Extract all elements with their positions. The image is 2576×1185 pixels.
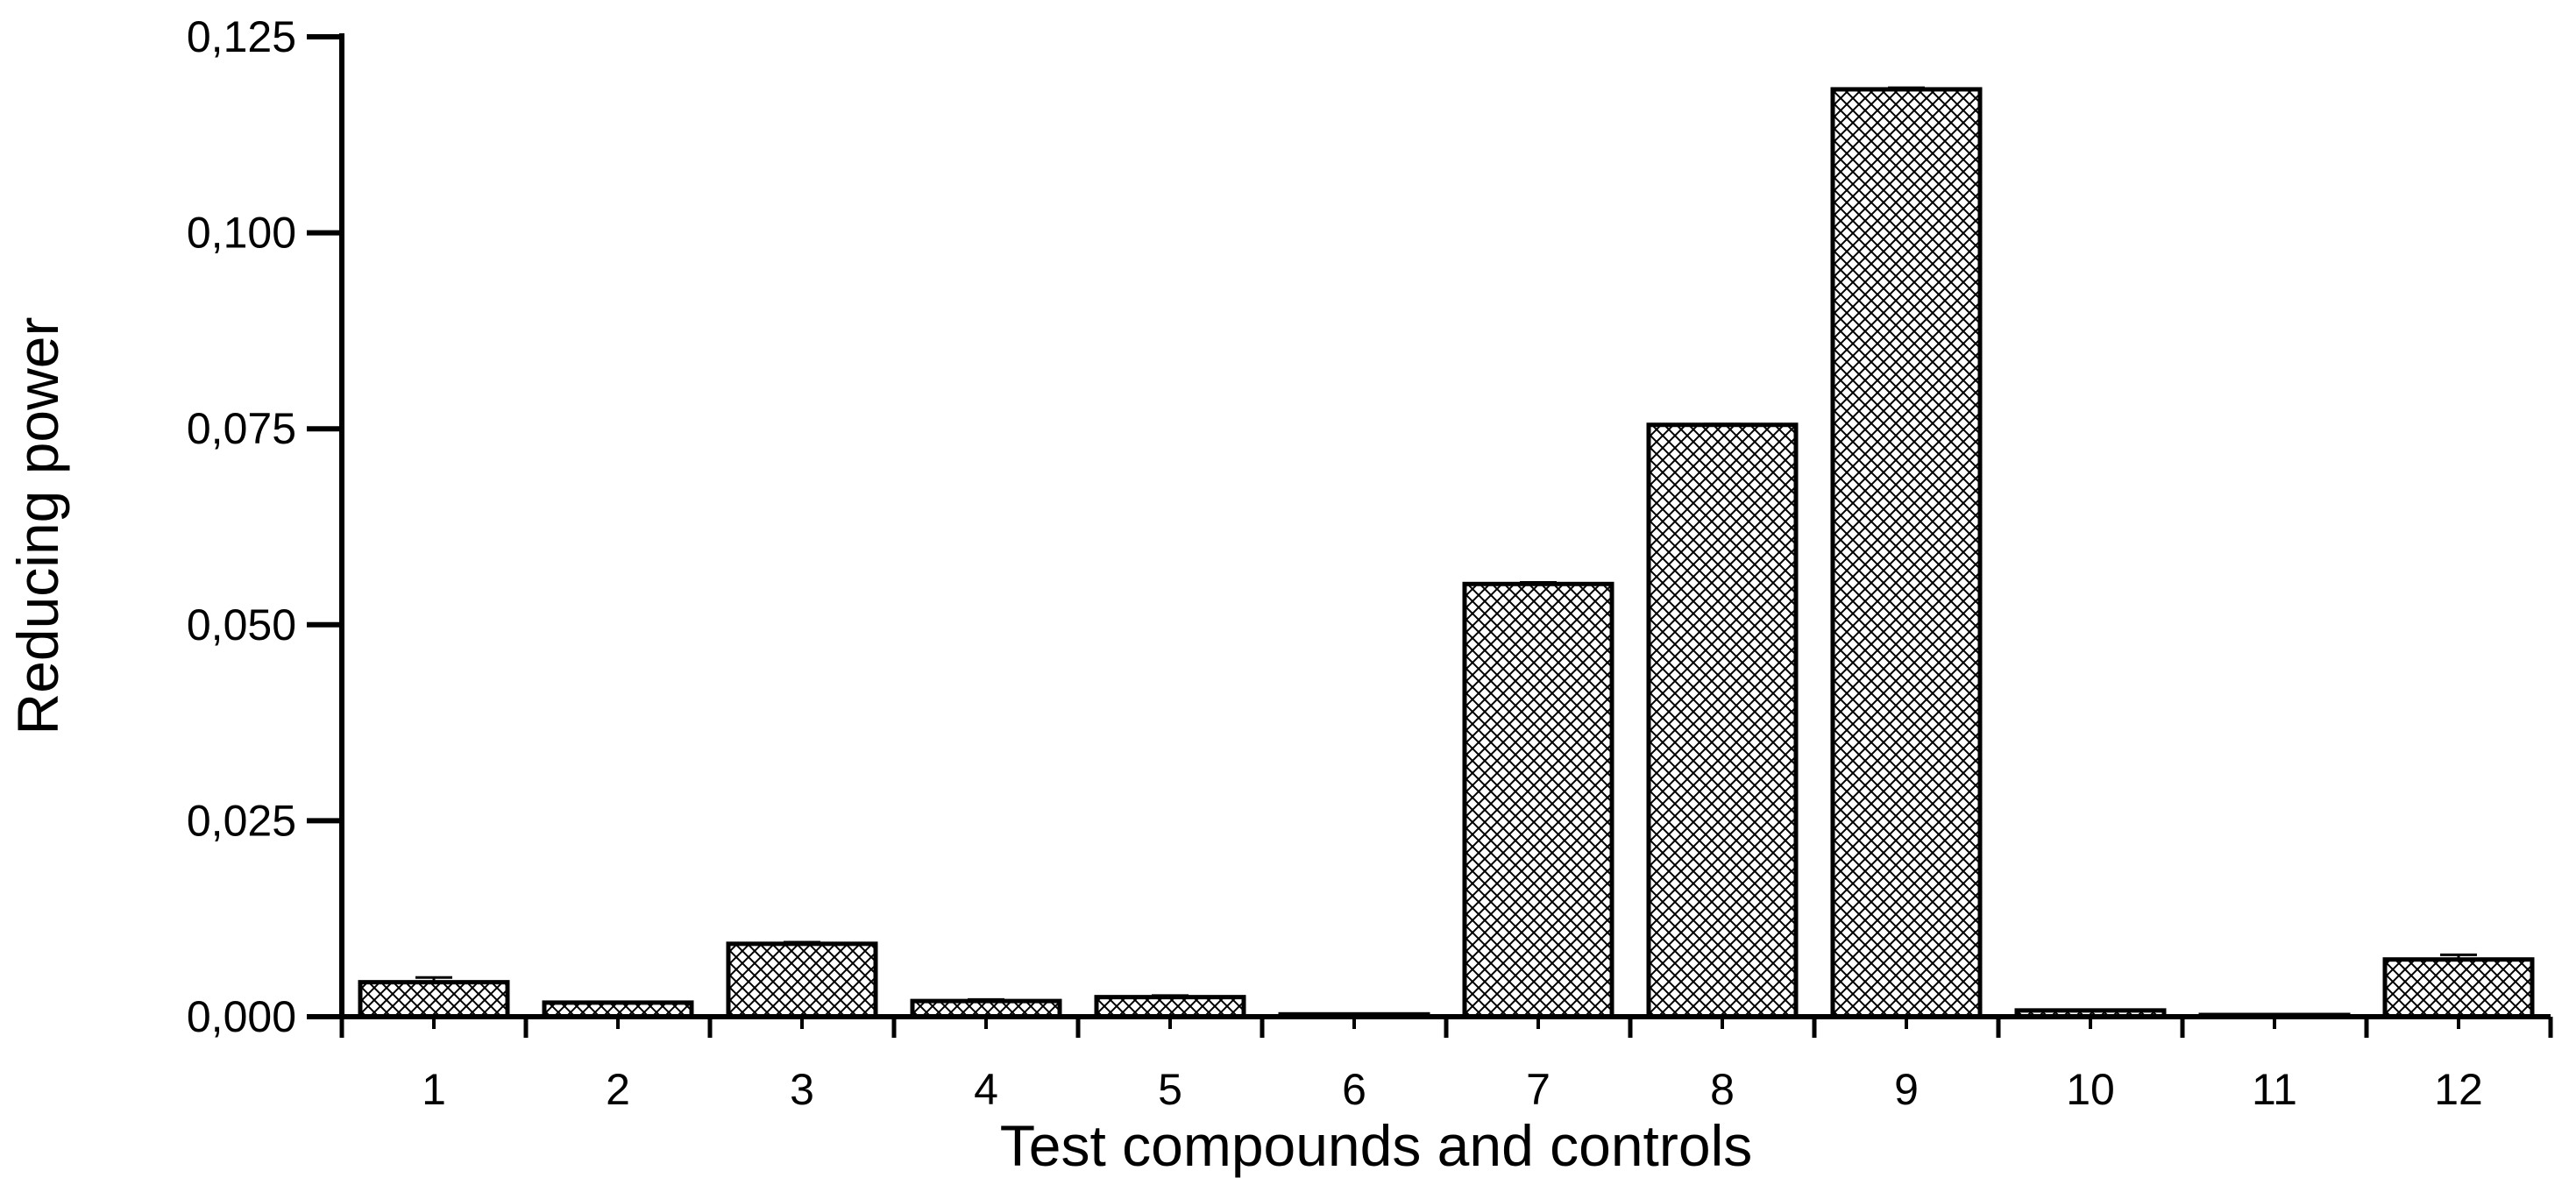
bar-1 <box>358 980 510 1019</box>
x-tick-label: 5 <box>1158 1065 1182 1114</box>
y-tick-label: 0,075 <box>187 404 296 453</box>
x-axis-title: Test compounds and controls <box>1000 1113 1752 1178</box>
x-tick-label: 6 <box>1342 1065 1366 1114</box>
y-tick-label: 0,100 <box>187 209 296 258</box>
x-tick-label: 1 <box>422 1065 446 1114</box>
bar-9 <box>1830 87 1983 1019</box>
y-tick-label: 0,050 <box>187 600 296 649</box>
x-tick-label: 11 <box>2252 1065 2297 1114</box>
y-tick-label: 0,025 <box>187 796 296 845</box>
bar-8 <box>1646 422 1799 1019</box>
bar-12 <box>2382 957 2535 1019</box>
x-tick-label: 10 <box>2066 1065 2115 1114</box>
x-tick-label: 3 <box>790 1065 814 1114</box>
bar-7 <box>1462 581 1614 1019</box>
y-tick-label: 0,000 <box>187 992 296 1041</box>
x-tick-label: 12 <box>2434 1065 2483 1114</box>
y-axis-title: Reducing power <box>5 317 70 735</box>
bar-3 <box>726 941 878 1019</box>
x-tick-label: 2 <box>606 1065 630 1114</box>
bar-5 <box>1094 995 1246 1019</box>
x-tick-label: 7 <box>1526 1065 1551 1114</box>
x-tick-label: 4 <box>974 1065 998 1114</box>
y-tick-label: 0,125 <box>187 12 296 61</box>
x-tick-label: 8 <box>1710 1065 1735 1114</box>
x-tick-label: 9 <box>1894 1065 1919 1114</box>
